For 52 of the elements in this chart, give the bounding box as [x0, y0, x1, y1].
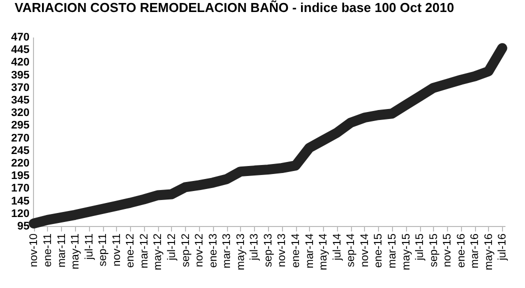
y-tick-label: 95	[17, 220, 30, 232]
x-tick-label: nov-13	[276, 234, 288, 268]
x-tick-label: mar-14	[304, 234, 316, 268]
x-tick-label: ene-15	[372, 234, 385, 268]
x-tick-label: may-11	[70, 234, 82, 270]
x-tick-label: nov-10	[28, 234, 40, 268]
y-tick-label: 320	[11, 107, 30, 120]
x-tick-label: ene-12	[124, 234, 137, 268]
x-tick-label: sep-12	[180, 234, 192, 268]
x-tick-label: may-14	[318, 234, 330, 270]
y-tick-label: 345	[11, 94, 30, 106]
x-tick-label: ene-11	[42, 234, 54, 267]
x-tick-label: sep-13	[262, 234, 274, 268]
x-tick-label: may-16	[482, 234, 495, 270]
x-tick-label: sep-14	[345, 234, 358, 268]
x-tick-label: jul-13	[248, 234, 261, 262]
x-tick-label: nov-12	[194, 234, 206, 268]
y-tick-label: 120	[11, 208, 30, 220]
y-tick-label: 145	[11, 195, 30, 208]
y-tick-label: 195	[11, 170, 30, 182]
x-tick-label: nov-11	[110, 234, 123, 266]
y-tick-label: 220	[11, 158, 30, 170]
x-tick-label: ene-14	[290, 234, 302, 268]
x-tick-label: jul-15	[414, 234, 426, 262]
x-tick-label: mar-15	[386, 234, 398, 268]
chart-title: VARIACION COSTO REMODELACION BAÑO - indice base 100 Oct 2010	[14, 0, 454, 15]
x-tick-label: mar-16	[469, 234, 482, 268]
x-tick-label: nov-15	[442, 234, 454, 268]
y-tick-label: 445	[11, 44, 30, 56]
x-tick-label: ene-16	[455, 234, 468, 268]
y-tick-label: 370	[11, 82, 30, 94]
y-tick-label: 395	[11, 69, 30, 82]
x-tick-label: sep-15	[428, 234, 440, 268]
x-tick-label: jul-11	[83, 234, 96, 261]
x-tick-label: ene-13	[207, 234, 220, 268]
x-tick-label: jul-14	[331, 234, 344, 262]
y-tick-label: 470	[11, 32, 30, 44]
x-tick-label: jul-12	[166, 234, 178, 262]
x-tick-label: mar-13	[221, 234, 234, 268]
x-tick-label: jul-16	[496, 234, 509, 262]
x-tick-label: nov-14	[358, 234, 371, 268]
y-tick-label: 245	[11, 144, 30, 157]
x-tick-label: may-15	[400, 234, 412, 270]
x-tick-label: sep-11	[97, 234, 110, 266]
x-tick-label: mar-12	[138, 234, 150, 268]
y-tick-label: 420	[11, 56, 30, 69]
x-tick-label: may-12	[152, 234, 164, 270]
y-tick-label: 270	[11, 132, 30, 144]
y-tick-label: 170	[11, 182, 30, 195]
x-tick-label: may-13	[234, 234, 247, 270]
y-tick-label: 295	[11, 120, 30, 132]
x-tick-label: mar-11	[56, 234, 68, 268]
